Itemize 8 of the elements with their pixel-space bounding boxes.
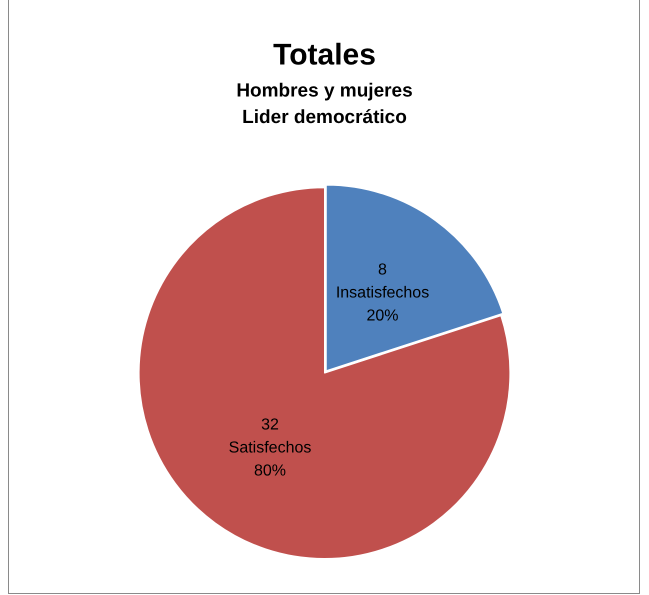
data-label: 32: [261, 416, 280, 434]
slice-label: Insatisfechos: [336, 284, 430, 302]
text: 80%: [254, 462, 286, 480]
chart-title: Totales: [273, 38, 376, 72]
slice-label: Satisfechos: [228, 440, 312, 456]
data-label: 8: [378, 262, 388, 279]
chart-subtitle: Hombres y mujeres Lider democrático: [236, 80, 413, 128]
text: 20%: [366, 308, 399, 325]
